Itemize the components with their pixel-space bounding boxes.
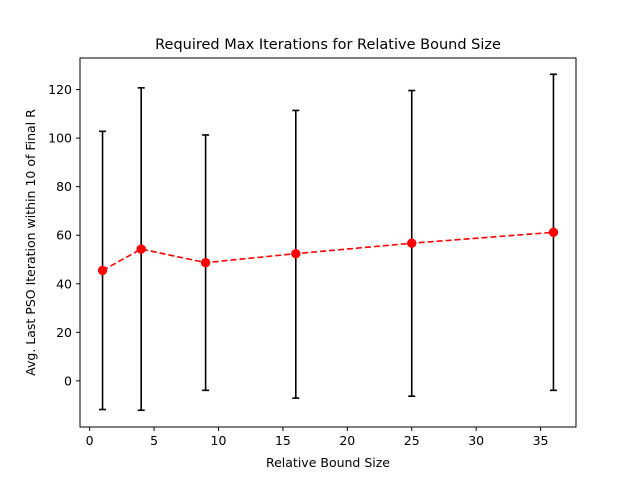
chart-title: Required Max Iterations for Relative Bou… xyxy=(155,37,501,53)
data-point xyxy=(97,265,108,276)
data-point xyxy=(200,257,211,268)
x-axis-label: Relative Bound Size xyxy=(266,455,390,470)
x-tick-label: 5 xyxy=(150,433,158,448)
data-point xyxy=(291,248,301,259)
x-tick-label: 0 xyxy=(86,433,94,448)
y-axis: 0 20 40 60 80 100 120 xyxy=(48,82,80,388)
x-tick-label: 20 xyxy=(339,433,355,448)
y-axis-label: Avg. Last PSO Iteration within 10 of Fin… xyxy=(23,109,38,376)
y-tick-label: 20 xyxy=(56,325,72,340)
y-tick-label: 60 xyxy=(56,228,72,243)
plot-area xyxy=(97,73,559,412)
x-axis: 0 5 10 15 20 25 30 35 xyxy=(86,427,549,448)
data-point xyxy=(407,238,417,248)
y-tick-label: 80 xyxy=(56,179,72,194)
x-tick-label: 30 xyxy=(468,433,484,448)
series-line xyxy=(102,231,554,272)
y-tick-label: 100 xyxy=(48,131,72,146)
data-point xyxy=(548,227,559,238)
x-tick-label: 15 xyxy=(275,433,291,448)
data-point xyxy=(136,244,146,254)
x-tick-label: 10 xyxy=(211,433,227,448)
y-tick-label: 120 xyxy=(48,82,72,97)
x-tick-label: 25 xyxy=(404,433,420,448)
y-tick-label: 0 xyxy=(64,373,72,388)
x-tick-label: 35 xyxy=(533,433,549,448)
y-tick-label: 40 xyxy=(56,276,72,291)
axes-frame xyxy=(79,57,577,428)
